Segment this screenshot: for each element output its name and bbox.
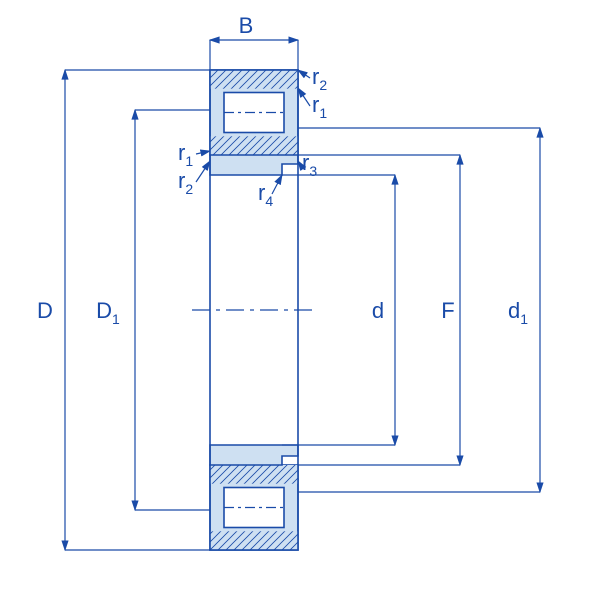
hatch (210, 70, 298, 89)
dim-label: B (239, 13, 254, 38)
hatch (210, 531, 298, 550)
leader-line (298, 88, 310, 106)
dim-label: d (372, 298, 384, 323)
dim-label: d1 (508, 298, 528, 327)
hatch (210, 465, 298, 484)
leader-line (196, 151, 210, 154)
leader-line (272, 175, 282, 194)
hatch (210, 136, 298, 155)
dim-label: r3 (302, 150, 317, 179)
dim-label: D1 (96, 298, 120, 327)
dim-label: F (441, 298, 454, 323)
leader-line (298, 70, 310, 78)
dim-label: r2 (178, 168, 193, 197)
dim-label: D (37, 298, 53, 323)
dim-label: r1 (178, 140, 193, 169)
inner-ring (210, 445, 298, 465)
dim-label: r4 (258, 180, 273, 209)
dim-label: r1 (312, 92, 327, 121)
leader-line (196, 161, 210, 182)
inner-ring (210, 155, 298, 175)
dim-label: r2 (312, 64, 327, 93)
